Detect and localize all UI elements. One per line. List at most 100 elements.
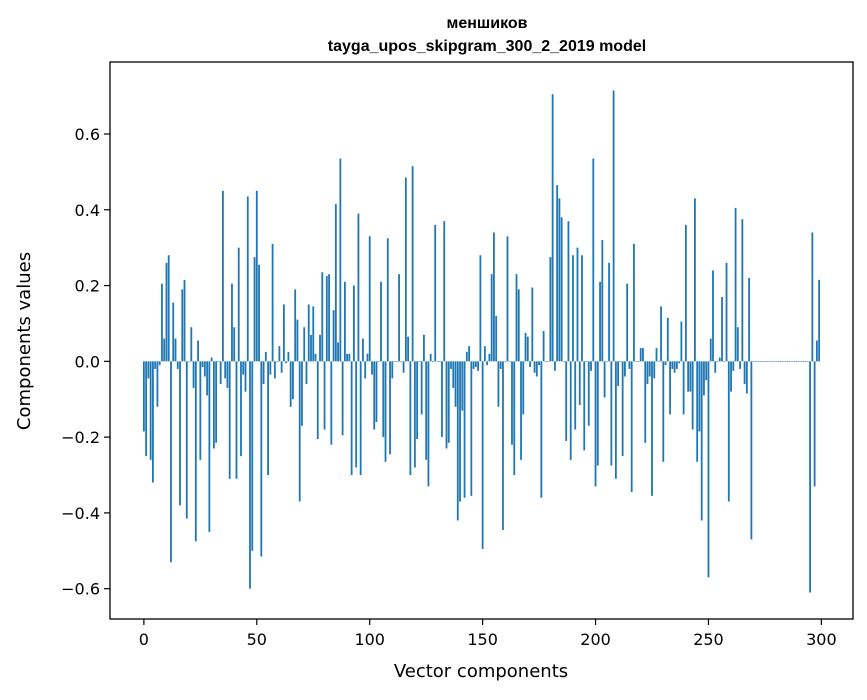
bar-component-100 [368,236,371,362]
bar-component-104 [377,361,380,362]
bar-component-184 [558,198,561,362]
bar-component-150 [481,361,484,549]
bar-component-129 [434,224,437,362]
bar-component-266 [743,361,746,385]
bar-component-126 [427,361,430,487]
bar-component-112 [395,361,398,362]
bar-component-167 [520,361,522,460]
bar-component-293 [804,361,807,362]
bar-component-60 [278,346,281,362]
bar-component-31 [212,361,215,449]
bar-component-194 [581,255,583,362]
bar-component-113 [398,274,400,362]
bar-component-10 [165,262,168,362]
bar-component-229 [660,306,662,362]
bar-component-56 [269,361,272,375]
bar-component-199 [592,158,595,362]
bar-component-37 [226,361,229,388]
bar-component-256 [721,296,723,362]
bar-component-135 [447,361,450,443]
x-tick-label-200: 200 [580,630,611,649]
bar-component-33 [217,361,220,362]
bar-component-17 [181,289,184,362]
bar-component-269 [750,361,753,540]
bar-component-154 [490,274,493,362]
bar-component-200 [594,361,597,487]
x-tick-label-100: 100 [354,630,385,649]
bar-component-7 [158,361,161,366]
bar-component-1 [145,361,148,457]
bar-component-280 [775,361,778,362]
bar-component-61 [280,361,283,373]
bar-component-89 [343,281,346,362]
bar-component-29 [208,361,211,532]
bar-component-131 [438,361,441,362]
bar-component-190 [572,255,574,362]
bar-component-69 [298,361,301,502]
bar-component-166 [517,289,520,362]
bar-component-232 [666,317,669,362]
bar-component-241 [687,361,690,392]
bar-component-13 [172,302,175,362]
bar-component-15 [176,361,179,369]
bar-component-42 [237,247,240,362]
bar-component-123 [420,361,423,415]
bar-component-134 [445,361,448,449]
bar-component-297 [813,361,816,487]
bar-component-270 [752,361,755,362]
bar-component-210 [617,361,620,386]
bar-component-281 [777,361,780,362]
bar-component-215 [628,361,631,369]
bar-component-257 [723,361,726,362]
bar-component-20 [188,361,190,362]
bar-component-30 [210,357,213,362]
bar-component-110 [391,361,394,379]
bar-component-265 [741,219,744,362]
bar-component-212 [621,361,624,457]
bar-component-85 [334,204,337,362]
bar-component-149 [479,255,482,362]
bar-component-46 [246,196,249,362]
bar-component-50 [255,190,258,362]
bar-component-277 [768,361,771,362]
bar-component-214 [626,283,629,362]
bar-component-73 [307,304,310,362]
bar-component-169 [524,332,527,362]
bar-component-23 [194,361,197,542]
bar-component-2 [147,361,150,379]
bar-component-268 [748,277,751,362]
bar-component-264 [739,361,741,369]
bar-component-189 [569,361,572,460]
bar-component-64 [287,351,290,362]
bar-component-39 [231,283,233,362]
bar-component-216 [630,361,633,493]
bar-component-57 [271,243,274,362]
bar-component-47 [249,361,251,589]
y-axis-label: Components values [14,252,35,430]
bar-component-14 [174,338,177,362]
bar-component-44 [242,361,245,375]
bar-component-245 [696,361,699,462]
bar-component-247 [700,361,703,521]
bar-component-32 [215,361,218,443]
chart-title-line-1: меншиков [447,15,528,32]
bar-component-99 [366,353,369,362]
y-tick-label-1: −0.4 [61,504,100,523]
bar-component-66 [292,361,294,400]
bar-component-75 [312,306,315,362]
bar-component-195 [583,361,586,451]
bar-component-72 [305,361,308,385]
bar-component-275 [764,361,766,362]
bar-component-201 [596,361,599,466]
bar-component-122 [418,361,421,362]
bar-component-79 [321,272,324,362]
bar-component-146 [472,361,475,369]
bar-component-109 [389,361,391,455]
bar-component-84 [332,310,335,362]
chart-title-line-2: tayga_upos_skipgram_300_2_2019 model [328,38,646,55]
y-tick-label-5: 0.4 [75,201,100,220]
bar-component-130 [436,361,439,362]
bar-component-119 [411,166,414,362]
bar-component-3 [149,361,152,460]
